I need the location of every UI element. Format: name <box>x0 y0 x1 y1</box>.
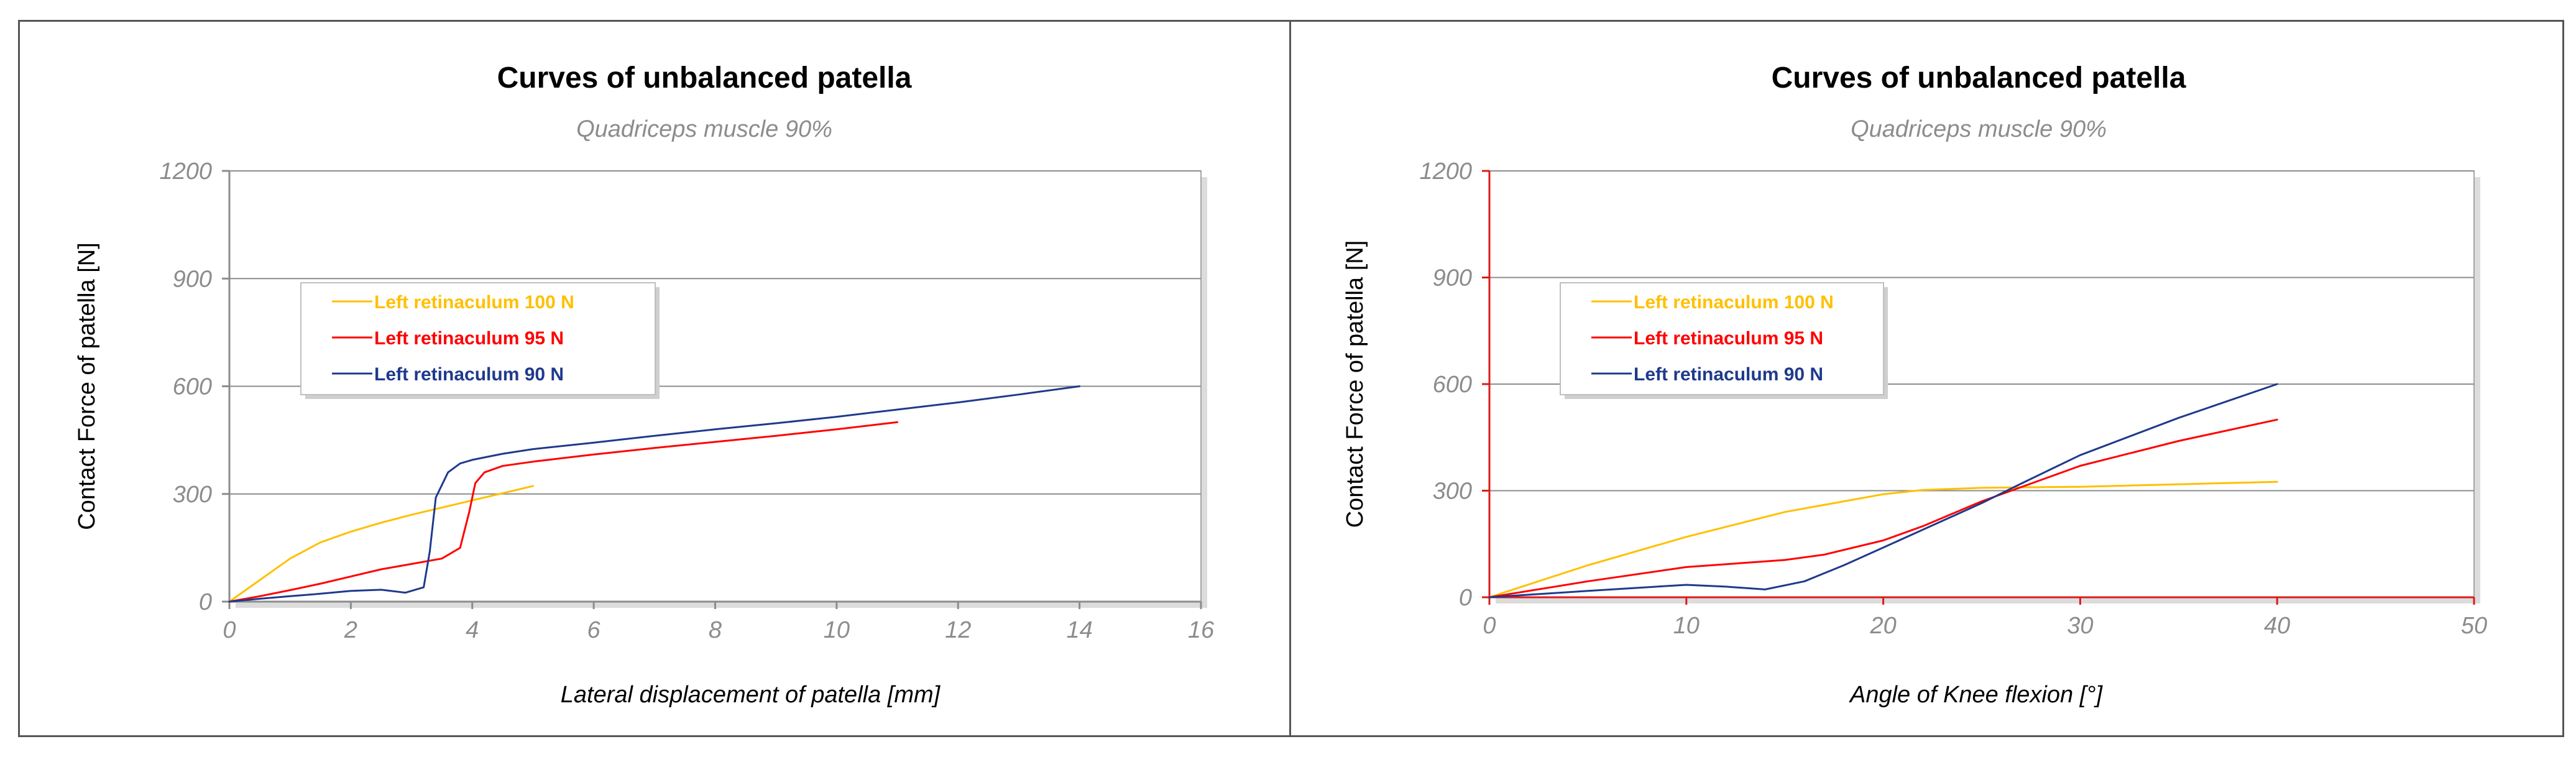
x-tick-label: 30 <box>2067 613 2093 639</box>
chart-svg-right: Curves of unbalanced patella Quadriceps m… <box>1342 62 2487 708</box>
series-line-3 <box>1488 383 2278 599</box>
legend-label: Left retinaculum 95 N <box>374 328 564 349</box>
chart-svg-left: Curves of unbalanced patella Quadriceps m… <box>74 62 1215 708</box>
x-tick-label: 10 <box>1673 613 1700 639</box>
chart-panel-left: Curves of unbalanced patella Quadriceps m… <box>18 20 1291 737</box>
x-tick-label: 50 <box>2461 613 2487 639</box>
y-axis-label: Contact Force of patella [N] <box>1342 241 1368 528</box>
legend-label: Left retinaculum 100 N <box>1634 292 1834 313</box>
x-tick-label: 2 <box>344 617 357 643</box>
x-axis-label: Lateral displacement of patella [mm] <box>561 682 941 708</box>
x-tick-label: 14 <box>1066 617 1092 643</box>
x-tick-label: 16 <box>1188 617 1215 643</box>
y-tick-label: 300 <box>173 482 212 508</box>
series-line-1 <box>228 485 534 603</box>
x-tick-label: 0 <box>1483 613 1496 639</box>
chart-title: Curves of unbalanced patella <box>1772 62 2186 94</box>
series-line-2 <box>228 421 899 603</box>
y-tick-label: 300 <box>1433 479 1472 505</box>
chart-subtitle: Quadriceps muscle 90% <box>1851 116 2107 142</box>
series-line-1 <box>1488 480 2278 599</box>
x-axis-label: Angle of Knee flexion [°] <box>1849 682 2103 708</box>
y-axis-label: Contact Force of patella [N] <box>74 242 100 530</box>
x-tick-label: 12 <box>945 617 971 643</box>
x-tick-label: 8 <box>709 617 722 643</box>
y-tick-label: 600 <box>173 374 212 400</box>
x-tick-label: 6 <box>587 617 601 643</box>
legend-label: Left retinaculum 90 N <box>1634 364 1823 385</box>
y-tick-label: 0 <box>199 589 212 615</box>
y-tick-label: 1200 <box>1419 158 1472 185</box>
series-line-3 <box>228 385 1081 603</box>
x-tick-label: 4 <box>466 617 479 643</box>
y-tick-label: 0 <box>1459 585 1472 611</box>
chart-title: Curves of unbalanced patella <box>497 62 912 94</box>
y-tick-label: 1200 <box>159 158 212 185</box>
legend-label: Left retinaculum 100 N <box>374 292 574 313</box>
x-tick-label: 10 <box>824 617 850 643</box>
y-tick-label: 900 <box>1433 265 1472 291</box>
legend-label: Left retinaculum 95 N <box>1634 328 1823 349</box>
series-line-2 <box>1488 418 2278 599</box>
y-tick-label: 600 <box>1433 372 1472 398</box>
chart-subtitle: Quadriceps muscle 90% <box>576 116 832 142</box>
y-tick-label: 900 <box>173 266 212 292</box>
legend-label: Left retinaculum 90 N <box>374 364 564 385</box>
x-tick-label: 40 <box>2264 613 2290 639</box>
x-tick-label: 20 <box>1869 613 1896 639</box>
chart-panel-right: Curves of unbalanced patella Quadriceps m… <box>1289 20 2564 737</box>
x-tick-label: 0 <box>223 617 236 643</box>
